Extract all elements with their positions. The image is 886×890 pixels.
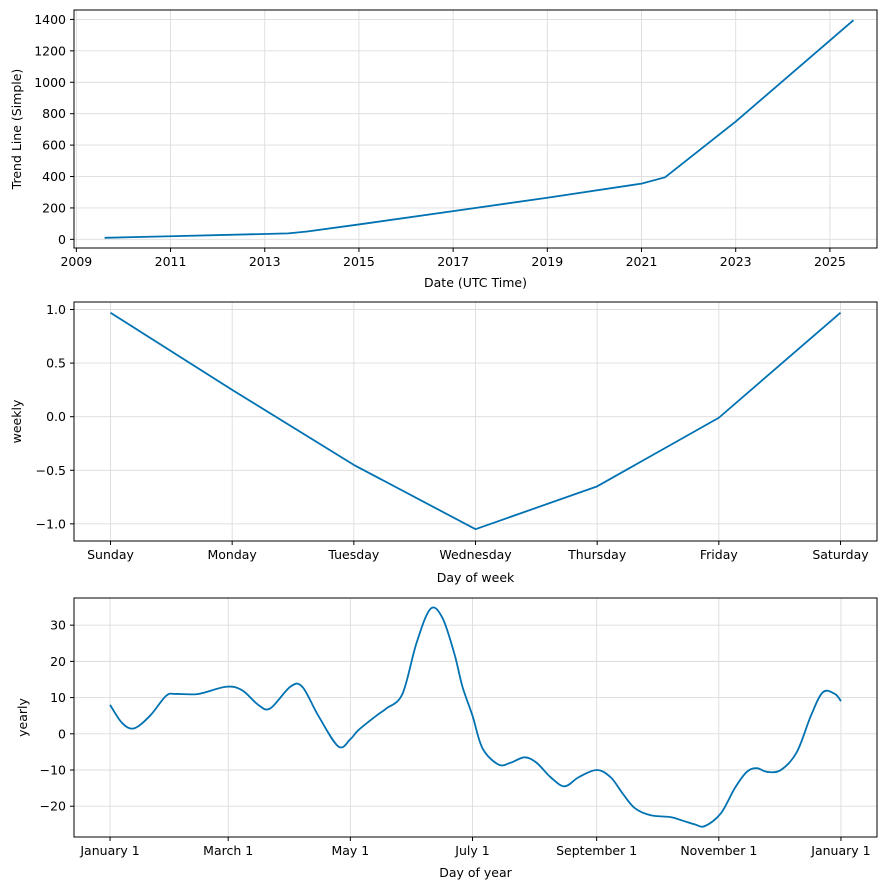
y-tick-label: −0.5 <box>36 463 66 478</box>
y-tick-label: 0.5 <box>46 356 66 371</box>
y-tick-label: 1.0 <box>46 302 66 317</box>
y-tick-label: 0 <box>58 726 66 741</box>
x-tick-label: 2013 <box>249 254 281 269</box>
y-axis-label: Trend Line (Simple) <box>9 69 24 191</box>
x-tick-label: November 1 <box>680 843 757 858</box>
x-tick-label: Monday <box>207 547 257 562</box>
x-tick-label: Saturday <box>812 547 869 562</box>
y-tick-label: 200 <box>42 200 66 215</box>
y-tick-label: 1200 <box>34 43 66 58</box>
plot-frame <box>73 597 878 838</box>
y-tick-label: −1.0 <box>36 516 66 531</box>
x-tick-label: January 1 <box>810 843 870 858</box>
x-tick-label: 2011 <box>155 254 187 269</box>
y-tick-label: 0 <box>58 232 66 247</box>
series-line <box>110 311 842 531</box>
y-tick-label: 20 <box>50 654 66 669</box>
x-axis-label: Date (UTC Time) <box>424 275 527 290</box>
x-tick-label: Sunday <box>87 547 134 562</box>
y-tick-label: 400 <box>42 169 66 184</box>
yearly-panel: January 1 March 1 May 1 July 1 September 1 No… <box>15 597 878 880</box>
y-tick-label: −20 <box>40 799 66 814</box>
x-tick-label: Friday <box>700 547 738 562</box>
y-tick-label: 1000 <box>34 75 66 90</box>
x-tick-label: Wednesday <box>439 547 512 562</box>
x-tick-label: 2025 <box>814 254 846 269</box>
x-tick-label: 2019 <box>531 254 563 269</box>
x-tick-label: 2021 <box>626 254 658 269</box>
y-axis-label: yearly <box>15 698 30 737</box>
y-tick-label: 0.0 <box>46 409 66 424</box>
x-tick-label: May 1 <box>331 843 369 858</box>
y-tick-label: 1400 <box>34 12 66 27</box>
weekly-panel: Sunday Monday Tuesday Wednesday Thursday Frid… <box>9 301 878 585</box>
y-tick-label: −10 <box>40 763 66 778</box>
y-tick-label: 600 <box>42 138 66 153</box>
x-axis-label: Day of week <box>437 570 515 585</box>
x-tick-label: January 1 <box>79 843 139 858</box>
x-tick-label: 2015 <box>343 254 375 269</box>
x-tick-label: Tuesday <box>327 547 379 562</box>
x-tick-label: Thursday <box>567 547 627 562</box>
y-tick-label: 10 <box>50 690 66 705</box>
y-tick-label: 30 <box>50 618 66 633</box>
y-tick-label: 800 <box>42 106 66 121</box>
x-tick-label: 2009 <box>60 254 92 269</box>
series-line <box>104 19 855 239</box>
x-tick-label: 2023 <box>720 254 752 269</box>
x-tick-label: March 1 <box>203 843 253 858</box>
x-axis-label: Day of year <box>439 865 512 880</box>
plot-frame <box>73 9 878 249</box>
x-tick-label: September 1 <box>556 843 637 858</box>
x-tick-label: 2017 <box>437 254 469 269</box>
y-axis-label: weekly <box>9 399 24 443</box>
x-tick-label: July 1 <box>454 843 489 858</box>
series-line <box>109 606 842 828</box>
trend-panel: 2009 2011 2013 2015 2017 2019 2021 2023 2025 0 200… <box>9 9 878 290</box>
